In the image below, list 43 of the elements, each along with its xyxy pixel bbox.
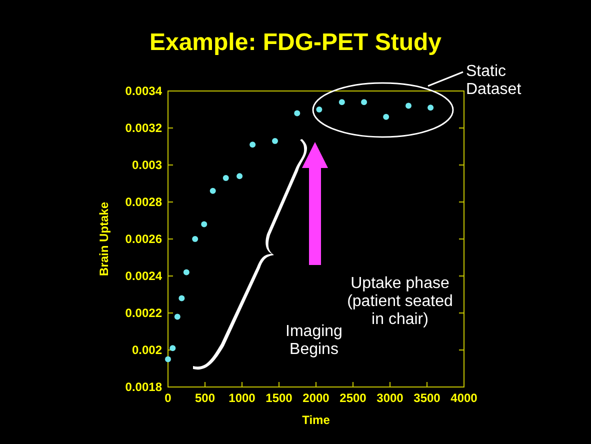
point [338,99,345,106]
point [383,114,390,120]
point [222,174,229,181]
point [250,142,256,148]
point [236,173,243,180]
x-tick-label: 3500 [414,391,441,405]
x-tick-label: 2500 [340,391,367,405]
x-tick-label: 4000 [450,391,478,405]
point [183,269,190,276]
y-tick-label: 0.0034 [125,84,162,98]
text: Static Dataset [466,63,522,98]
point [361,99,368,106]
point [316,106,322,112]
point [201,221,208,228]
point [170,345,176,352]
y-tick-label: 0.0022 [125,306,162,320]
x-tick-label: 1500 [266,391,293,405]
x-tick-label: 2000 [302,391,330,405]
point [174,314,180,320]
annotation: Uptake phase (patient seated in chair) [347,275,453,328]
chart-title: Example: FDG-PET Study [149,29,442,56]
y-tick-label: 0.0024 [125,269,162,284]
x-tick-label: 1000 [228,391,256,405]
point [165,356,171,362]
point [192,236,198,242]
y-axis-title: Brain Uptake [97,202,111,276]
x-axis-title: Time [302,413,330,427]
x-tick-label: 500 [194,391,216,405]
point [178,295,185,302]
point [272,138,278,144]
y-tick-label: 0.0028 [125,195,162,210]
y-tick-label: 0.0018 [125,380,162,394]
x-tick-label: 0 [164,391,172,405]
point [406,102,412,109]
y-tick-label: 0.003 [132,158,162,172]
y-tick-label: 0.0026 [125,232,162,246]
point [210,188,216,194]
x-tick-label: 3000 [376,391,404,405]
y-tick-label: 0.0032 [125,121,162,136]
annotation: Imaging Begins [286,323,342,358]
y-tick-label: 0.002 [132,343,162,358]
point [428,104,434,111]
point [294,110,300,116]
